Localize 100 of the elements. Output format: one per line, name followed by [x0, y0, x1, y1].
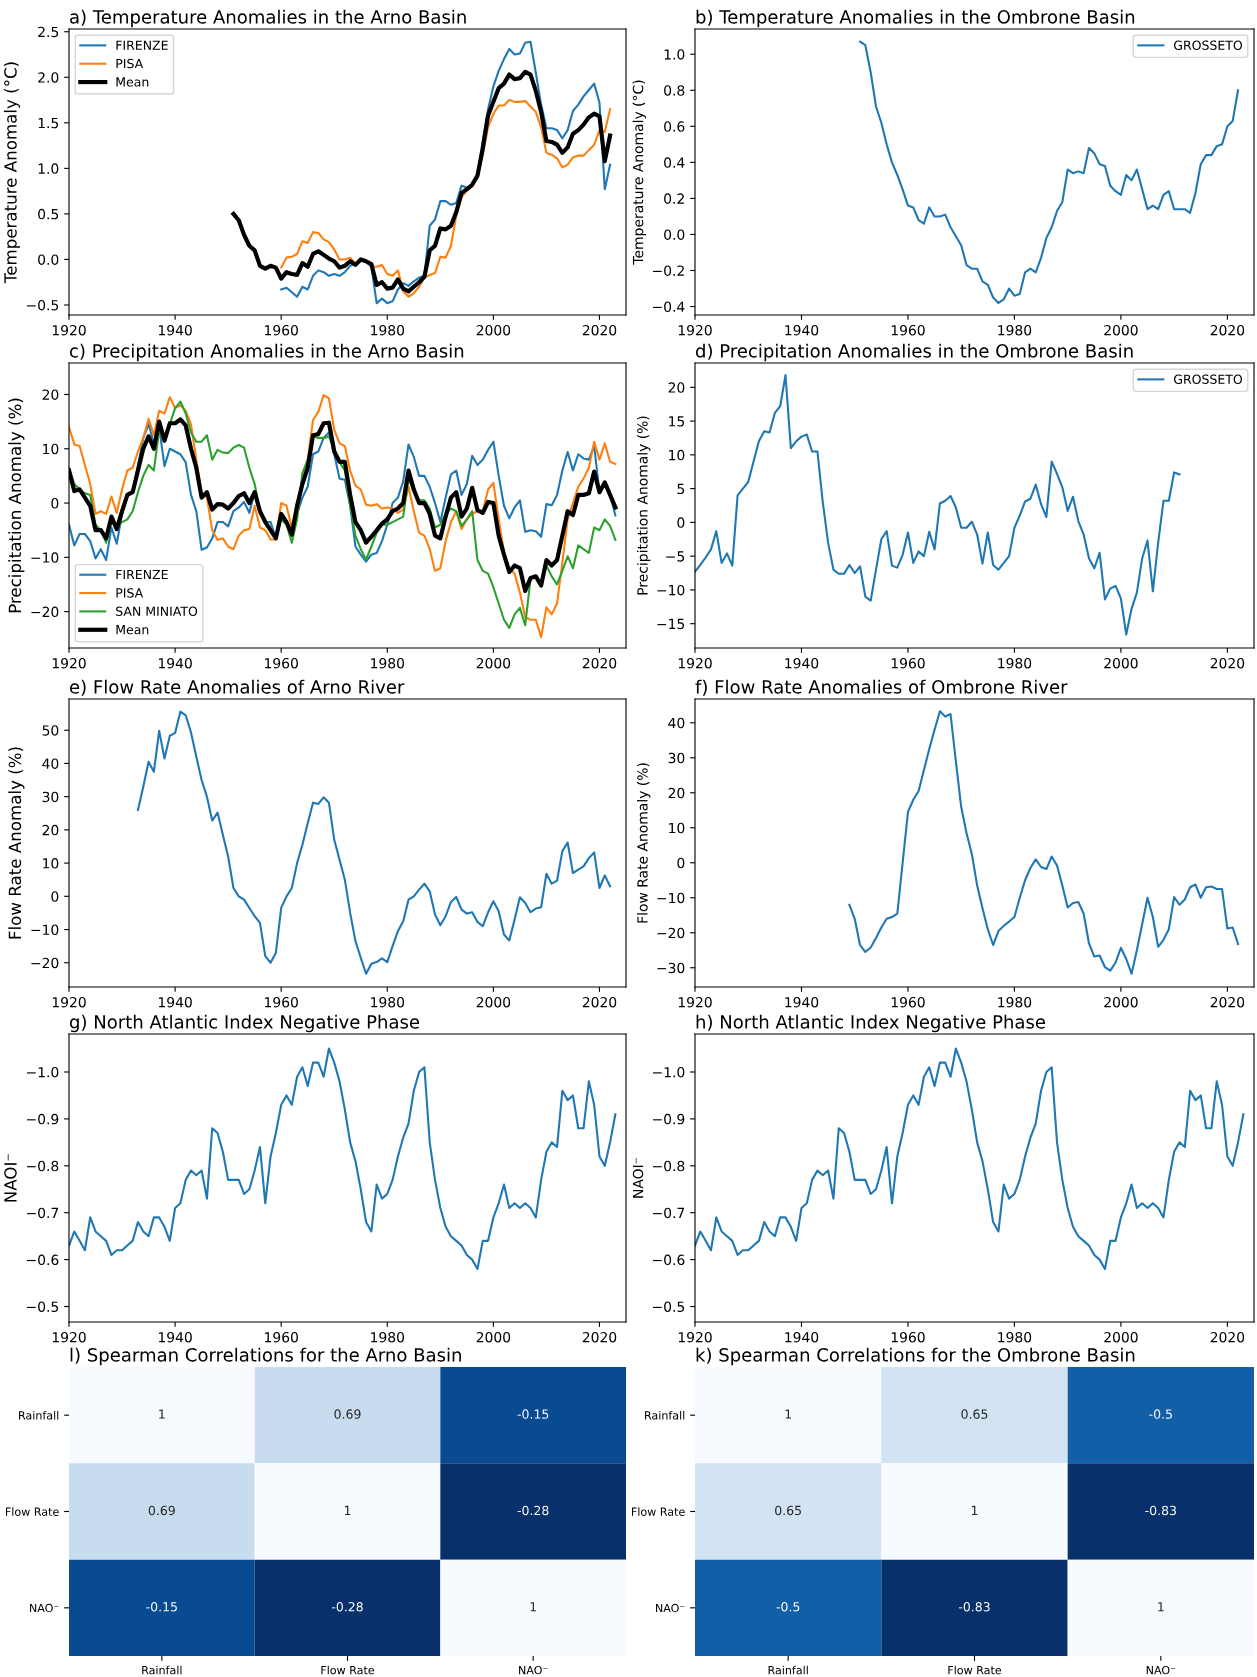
x-tick-label: 1940 [785, 324, 819, 336]
y-tick-label: Flow Rate [6, 1507, 59, 1516]
y-tick-label: 40 [42, 758, 59, 769]
x-tick-label: 2000 [476, 324, 511, 336]
data-label: 1 [785, 1409, 791, 1419]
line-series [280, 99, 612, 298]
data-label: -0.83 [958, 1602, 990, 1612]
y-tick-label: 1.0 [664, 49, 685, 60]
y-tick-label: Flow Rate [632, 1507, 685, 1516]
y-tick-label: Rainfall [19, 1410, 59, 1420]
legend-label: PISA [116, 588, 144, 598]
y-tick-label: −1.0 [653, 1066, 685, 1078]
legend-label: GROSSETO [1174, 40, 1243, 50]
x-tick-label: 1960 [265, 324, 298, 336]
x-tick-label: 1980 [371, 996, 405, 1008]
y-tick-label: 40 [668, 717, 685, 729]
x-tick-label: 1960 [891, 657, 925, 669]
y-tick-label: 2.0 [38, 72, 59, 83]
x-tick-label: 2020 [582, 324, 617, 336]
y-tick-label: −10 [31, 552, 59, 563]
y-axis-title: Flow Rate Anomaly (%) [8, 747, 25, 939]
x-tick-label: 1960 [265, 657, 298, 669]
y-tick-label: −5 [666, 551, 685, 562]
y-tick-label: −0.6 [653, 1254, 685, 1266]
x-tick-label: 1980 [371, 1331, 405, 1343]
y-tick-label: 0.4 [664, 157, 685, 168]
x-tick-label: 1940 [785, 996, 819, 1008]
y-tick-label: 0.0 [664, 229, 685, 240]
y-tick-label: Rainfall [645, 1410, 685, 1420]
x-tick-label: 2020 [1210, 657, 1245, 669]
y-axis-title: Precipitation Anomaly (%) [8, 398, 25, 613]
y-tick-label: −20 [31, 606, 59, 618]
data-label: -0.28 [517, 1505, 549, 1516]
x-tick-label: 2020 [582, 996, 617, 1008]
x-tick-label: 1980 [371, 657, 405, 669]
y-tick-label: −0.9 [27, 1113, 59, 1125]
y-tick-label: 2.5 [38, 26, 59, 38]
line-series [859, 40, 1240, 304]
x-tick-label: 1940 [158, 324, 192, 336]
data-label: 1 [1158, 1602, 1164, 1612]
y-tick-label: 20 [668, 382, 685, 393]
chart-title: l) Spearman Correlations for the Arno Basin [70, 1347, 461, 1366]
x-tick-label: 2000 [1104, 996, 1138, 1008]
y-tick-label: −1.0 [27, 1066, 59, 1078]
x-tick-label: Rainfall [768, 1665, 808, 1675]
x-tick-label: 1940 [158, 996, 192, 1008]
x-tick-label: 1940 [158, 657, 192, 669]
x-tick-label: 2000 [476, 657, 511, 669]
legend-label: SAN MINIATO [116, 606, 198, 616]
x-tick-label: 2000 [476, 996, 511, 1008]
chart-title: g) North Atlantic Index Negative Phase [70, 1014, 420, 1033]
y-tick-label: 5 [677, 483, 685, 495]
x-tick-label: 1920 [52, 657, 86, 669]
data-label: 1 [159, 1409, 165, 1419]
y-tick-label: −0.4 [653, 301, 685, 312]
y-axis-title: Precipitation Anomaly (%) [636, 416, 651, 595]
x-tick-label: 1960 [265, 996, 298, 1008]
y-tick-label: −0.5 [27, 299, 59, 311]
chart-title: f) Flow Rate Anomalies of Ombrone River [695, 679, 1068, 696]
y-axis-title: NAOI⁻ [4, 1153, 17, 1202]
x-tick-label: 1980 [998, 996, 1032, 1008]
y-tick-label: −10 [657, 892, 685, 904]
y-tick-label: −0.9 [653, 1113, 685, 1125]
x-tick-label: 1920 [52, 324, 86, 336]
y-tick-label: −30 [657, 962, 685, 974]
data-label: -0.5 [776, 1602, 800, 1612]
chart-title: k) Spearman Correlations for the Ombrone Basin [696, 1347, 1135, 1366]
y-tick-label: −20 [657, 927, 685, 939]
y-tick-label: −0.5 [653, 1301, 685, 1312]
chart-title: d) Precipitation Anomalies in the Ombrone Basin [696, 343, 1133, 362]
y-tick-label: 0 [677, 857, 685, 869]
data-label: -0.15 [146, 1602, 177, 1612]
legend-label: PISA [116, 58, 144, 69]
x-tick-label: 1920 [52, 996, 86, 1008]
y-axis-title: Flow Rate Anomaly (%) [636, 763, 651, 923]
chart-title: a) Temperature Anomalies in the Arno Basin [70, 9, 466, 28]
x-tick-label: 1980 [998, 657, 1032, 669]
x-tick-label: 1920 [678, 1331, 712, 1343]
y-tick-label: 30 [42, 791, 59, 803]
y-tick-label: 0 [51, 891, 59, 902]
x-tick-label: 2000 [1104, 1331, 1138, 1343]
x-tick-label: 2020 [1210, 324, 1245, 336]
legend-label: FIRENZE [116, 569, 168, 580]
x-tick-label: 1940 [158, 1331, 192, 1343]
x-tick-label: 1940 [785, 1331, 819, 1343]
y-tick-label: 50 [42, 725, 59, 736]
line-series [231, 69, 613, 294]
data-label: -0.5 [1149, 1409, 1172, 1419]
chart-title: e) Flow Rate Anomalies of Arno River [70, 679, 405, 696]
x-tick-label: 2000 [1104, 324, 1138, 336]
x-tick-label: 1960 [891, 324, 925, 336]
y-tick-label: −0.2 [653, 265, 684, 276]
data-label: -0.15 [517, 1409, 549, 1419]
x-tick-label: 1980 [371, 324, 405, 336]
x-tick-label: 1920 [52, 1331, 86, 1343]
y-tick-label: 0.8 [664, 85, 685, 96]
x-tick-label: Flow Rate [948, 1665, 1002, 1675]
y-tick-label: −0.7 [653, 1207, 685, 1219]
x-tick-label: 1940 [785, 657, 819, 669]
x-tick-label: 1920 [678, 657, 712, 669]
